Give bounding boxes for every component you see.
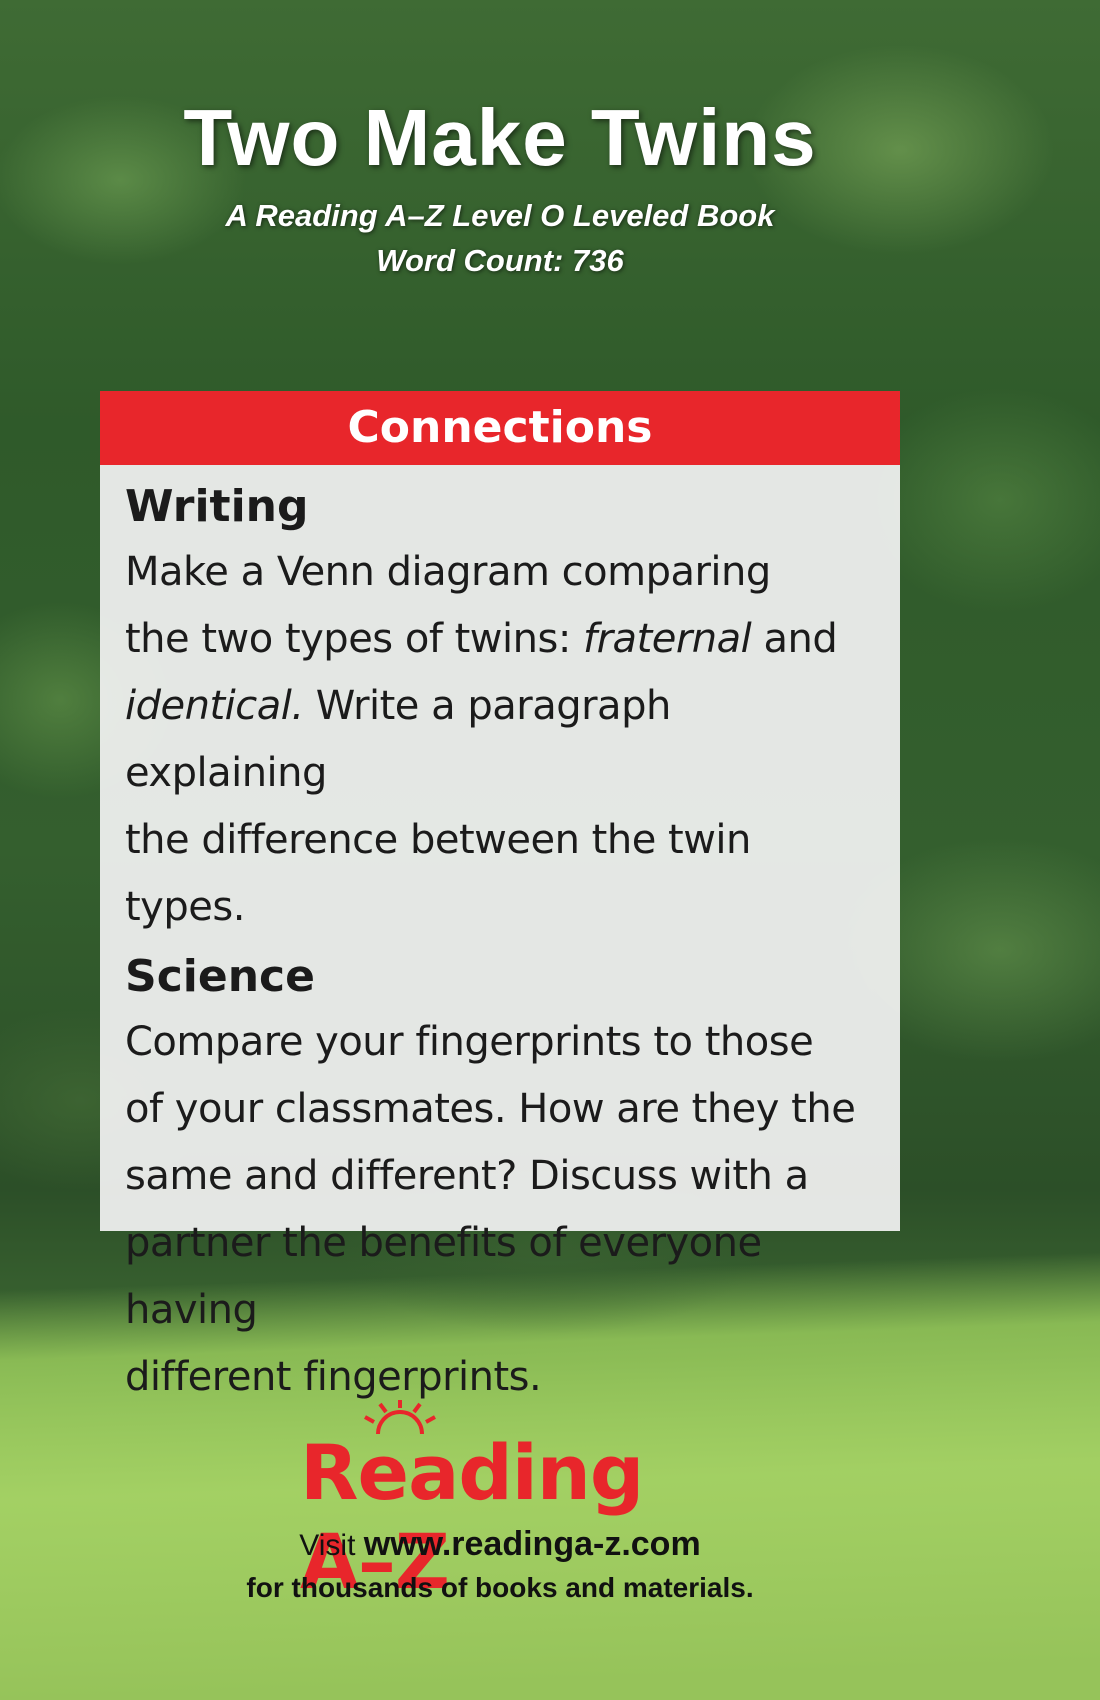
tagline: for thousands of books and materials. <box>246 1572 754 1603</box>
writing-line: identical. Write a paragraph explaining <box>125 673 875 807</box>
science-line: of your classmates. How are they the <box>125 1086 856 1132</box>
writing-heading: Writing <box>125 481 309 532</box>
science-line: partner the benefits of everyone having <box>125 1220 762 1333</box>
writing-line: the difference between the twin types. <box>125 817 751 930</box>
fraternal-term: fraternal <box>583 616 752 662</box>
website-link[interactable]: www.readinga-z.com <box>363 1525 701 1563</box>
science-line: Compare your fingerprints to those <box>125 1019 814 1065</box>
writing-line: the two types of twins: fraternal and <box>125 606 875 673</box>
sun-icon <box>364 1400 436 1435</box>
logo-text: Reading A–Z <box>300 1428 644 1606</box>
book-subtitle: A Reading A–Z Level O Leveled Book <box>225 198 775 233</box>
connections-header: Connections <box>100 391 900 465</box>
science-line: different fingerprints. <box>125 1354 542 1400</box>
visit-line: Visit www.readinga-z.com <box>0 1525 1000 1564</box>
writing-text-span: and <box>751 616 838 662</box>
word-count: Word Count: 736 <box>376 243 624 278</box>
writing-text-span: Write a paragraph explaining <box>125 683 671 796</box>
connections-panel: Connections Writing Make a Venn diagram … <box>100 391 900 1400</box>
book-title: Two Make Twins <box>183 93 817 182</box>
science-heading: Science <box>125 951 315 1002</box>
writing-text-span: the two types of twins: <box>125 616 584 662</box>
visit-label: Visit <box>299 1529 364 1562</box>
connections-body: Writing Make a Venn diagram comparing th… <box>100 465 900 1411</box>
writing-line: Make a Venn diagram comparing <box>125 549 771 595</box>
writing-text: Make a Venn diagram comparing the two ty… <box>125 539 875 941</box>
science-line: same and different? Discuss with a <box>125 1153 809 1199</box>
science-text: Compare your fingerprints to those of yo… <box>125 1009 875 1411</box>
reading-az-logo[interactable]: Reading A–Z <box>300 1400 700 1606</box>
identical-term: identical. <box>125 683 304 729</box>
